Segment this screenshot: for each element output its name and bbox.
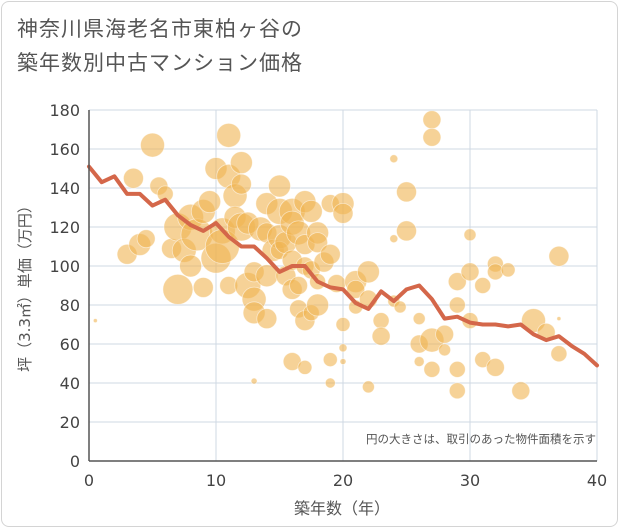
bubble-point	[485, 357, 505, 377]
bubble-point	[548, 245, 570, 267]
y-tick-label: 80	[60, 296, 80, 315]
bubble-point	[500, 262, 516, 278]
bubble-point	[136, 229, 156, 249]
bubble-point	[396, 181, 417, 203]
y-tick-label: 140	[49, 179, 80, 198]
bubble-point	[324, 377, 336, 389]
bubble-point	[299, 199, 323, 223]
bubble-point	[339, 358, 347, 365]
bubble-point	[460, 262, 480, 282]
bubble-point	[250, 377, 258, 385]
bubble-point	[140, 132, 165, 158]
y-tick-label: 40	[60, 374, 80, 393]
bubble-point	[361, 380, 375, 394]
bubble-point	[216, 122, 242, 148]
bubble-point	[463, 228, 477, 242]
bubble-point	[447, 272, 467, 292]
bubble-point	[192, 277, 214, 298]
y-tick-label: 180	[49, 101, 80, 120]
y-tick-label: 0	[70, 452, 80, 471]
axes	[88, 110, 597, 462]
y-tick-label: 20	[60, 413, 80, 432]
bubble-point	[412, 312, 426, 326]
bubble-point	[356, 260, 380, 284]
bubble-point	[306, 293, 330, 317]
bubble-point	[346, 279, 366, 299]
x-tick-label: 0	[84, 471, 94, 490]
bubble-point	[396, 220, 417, 242]
trend-series	[87, 164, 599, 368]
bubble-point	[511, 381, 531, 401]
bubble-point	[372, 312, 390, 330]
bubble-point	[123, 167, 144, 189]
x-tick-label: 10	[206, 471, 226, 490]
x-tick-label: 20	[333, 471, 353, 490]
y-tick-label: 120	[49, 218, 80, 237]
bubble-point	[438, 343, 452, 357]
y-tick-label: 160	[49, 140, 80, 159]
x-tick-label: 40	[587, 471, 607, 490]
bubble-point	[322, 352, 338, 368]
bubble-point	[422, 110, 442, 130]
bubble-point	[332, 202, 354, 224]
bubble-point	[448, 382, 466, 400]
bubble-point	[413, 356, 425, 367]
bubble-point	[448, 296, 466, 314]
bubble-point	[230, 173, 252, 195]
bubble-point	[371, 326, 391, 346]
bubble-point	[289, 276, 308, 295]
bubble-point	[229, 151, 253, 175]
bubble-point	[268, 174, 291, 198]
bubble-point	[448, 360, 466, 378]
bubble-point	[550, 345, 568, 363]
bubble-point	[179, 254, 203, 278]
y-tick-label: 60	[60, 335, 80, 354]
bubble-point	[92, 318, 98, 324]
bubble-point	[198, 190, 222, 214]
tick-labels: 0 10 20 30 40 0 20 40 60 80 100 120 140 160 180	[49, 101, 607, 490]
x-tick-label: 30	[460, 471, 480, 490]
bubble-point	[319, 243, 341, 265]
y-axis-label: 坪（3.3㎡）単価（万円）	[16, 198, 34, 372]
size-annotation: 円の大きさは、取引のあった物件面積を示す	[366, 432, 596, 446]
bubble-point	[474, 277, 492, 294]
bubble-point	[423, 360, 441, 378]
y-tick-label: 100	[49, 257, 80, 276]
bubble-point	[297, 359, 313, 375]
bubble-point	[389, 234, 399, 244]
bubble-point	[556, 316, 562, 322]
bubble-point	[393, 300, 407, 314]
bubble-point	[335, 317, 351, 332]
bubble-point	[422, 127, 442, 147]
bubble-point	[389, 154, 399, 164]
trend-line	[87, 164, 599, 368]
bubble-point	[338, 343, 348, 353]
x-axis-label: 築年数（年）	[294, 499, 390, 518]
bubble-point	[435, 324, 455, 344]
bubble-series	[92, 110, 570, 401]
chart-title: 神奈川県海老名市東柏ヶ谷の 築年数別中古マンション価格	[17, 17, 303, 75]
bubble-point	[256, 308, 278, 330]
bubble-point	[162, 273, 194, 305]
